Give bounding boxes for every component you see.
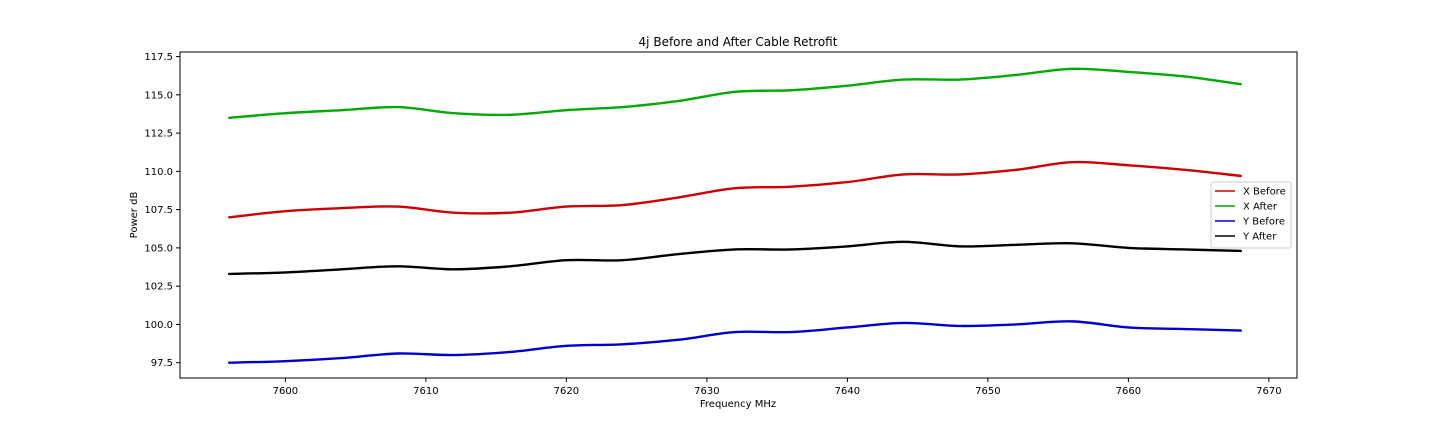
y-tick-label: 115.0	[144, 90, 173, 101]
plot-frame	[179, 51, 1298, 379]
y-axis-label: Power dB	[129, 192, 140, 239]
x-tick-label: 7640	[835, 386, 860, 397]
x-tick-label: 7660	[1116, 386, 1141, 397]
legend: X Before X After Y Before Y After	[1210, 181, 1292, 249]
plot-area: 7600 7610 7620 7630 7640 7650 7660 7670 97.5 100.…	[144, 51, 1298, 397]
y-tick-label: 117.5	[144, 52, 173, 63]
y-tick-label: 97.5	[151, 358, 173, 369]
y-tick-label: 100.0	[144, 320, 173, 331]
series-line-y-before	[227, 320, 1242, 364]
x-tick-label: 7600	[273, 386, 298, 397]
legend-label-x-before: X Before	[1243, 187, 1286, 198]
x-tick-label: 7650	[975, 386, 1000, 397]
y-tick-label: 112.5	[144, 129, 173, 140]
y-tick-label: 107.5	[144, 205, 173, 216]
chart-title: 4j Before and After Cable Retrofit	[639, 35, 838, 49]
x-axis-label: Frequency MHz	[700, 399, 776, 410]
legend-label-x-after: X After	[1243, 202, 1278, 213]
x-tick-label: 7620	[554, 386, 579, 397]
legend-label-y-after: Y After	[1242, 232, 1277, 243]
series-line-x-before	[227, 160, 1242, 219]
legend-box	[1210, 181, 1292, 249]
y-tick-label: 102.5	[144, 282, 173, 293]
legend-label-y-before: Y Before	[1242, 217, 1285, 228]
x-tick-label: 7670	[1256, 386, 1281, 397]
series-line-y-after	[227, 240, 1242, 276]
x-tick-label: 7630	[694, 386, 719, 397]
y-tick-label: 105.0	[144, 243, 173, 254]
x-tick-label: 7610	[413, 386, 438, 397]
series-line-x-after	[227, 67, 1242, 120]
y-tick-label: 110.0	[144, 167, 173, 178]
